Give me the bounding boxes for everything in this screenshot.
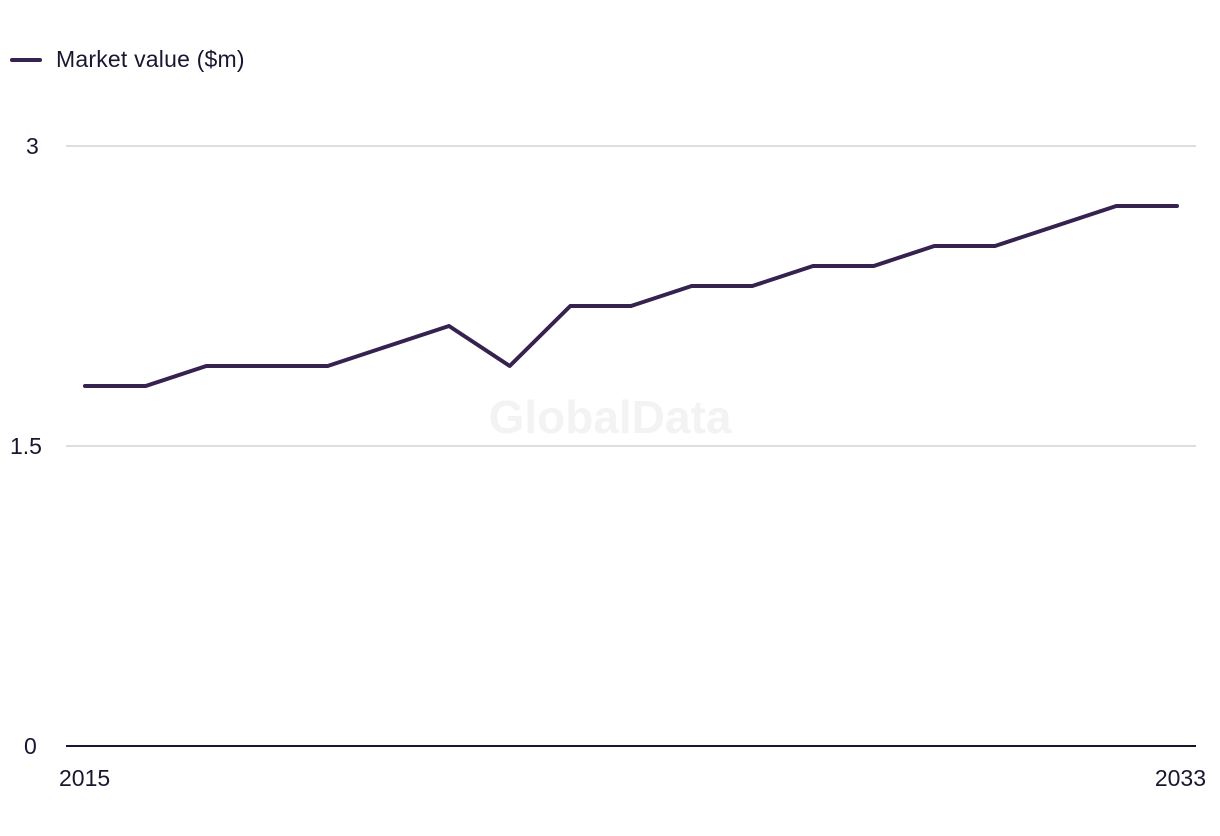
chart-legend: Market value ($m): [10, 46, 245, 73]
watermark-text: GlobalData: [489, 391, 732, 443]
series-line-0: [83, 204, 1179, 388]
y-tick-label-0: 0: [24, 733, 37, 759]
x-tick-label-end: 2033: [1155, 765, 1206, 791]
y-tick-label-1.5: 1.5: [10, 433, 42, 459]
legend-swatch: [10, 57, 42, 62]
legend-label: Market value ($m): [56, 46, 245, 72]
y-tick-label-3: 3: [26, 133, 39, 159]
x-tick-label-start: 2015: [59, 765, 110, 791]
